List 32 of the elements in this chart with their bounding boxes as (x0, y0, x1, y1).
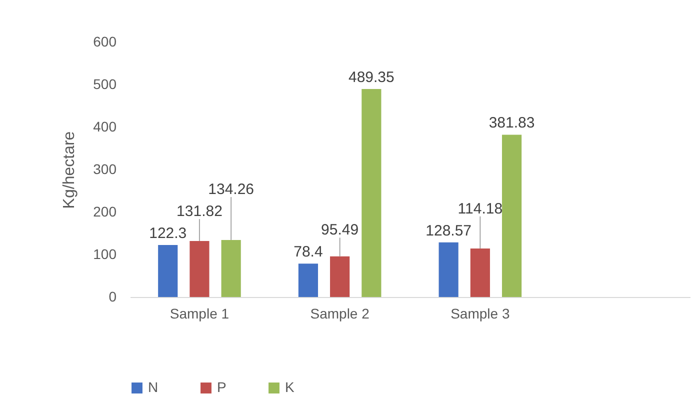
data-label: 381.83 (488, 114, 535, 132)
y-tick-label: 200 (93, 204, 117, 220)
data-label: 134.26 (208, 181, 254, 198)
data-label: 131.82 (176, 203, 222, 220)
data-label: 122.3 (149, 225, 187, 242)
data-label: 489.35 (348, 69, 394, 86)
x-tick-label: Sample 3 (450, 306, 510, 322)
x-tick-label: Sample 2 (310, 306, 370, 322)
bar (362, 89, 382, 297)
bar (330, 256, 350, 297)
data-label: 114.18 (458, 200, 503, 218)
legend-label: P (217, 379, 226, 395)
y-axis-title: Kg/hectare (61, 131, 78, 209)
y-tick-label: 500 (93, 76, 117, 92)
x-tick-label: Sample 1 (170, 306, 230, 322)
bar (158, 245, 178, 297)
data-label: 78.4 (294, 244, 323, 261)
y-tick-label: 100 (93, 246, 117, 262)
legend-label: K (285, 379, 295, 395)
bar (190, 240, 210, 297)
y-tick-label: 300 (93, 161, 117, 177)
legend-label: N (148, 379, 158, 395)
y-tick-label: 600 (93, 34, 117, 50)
data-label: 128.57 (426, 222, 472, 240)
y-tick-label: 0 (108, 288, 117, 304)
data-label: 95.49 (321, 222, 359, 239)
bar (502, 134, 522, 297)
bar (438, 242, 458, 297)
bar (298, 264, 318, 297)
bar (221, 240, 241, 297)
bar (470, 248, 490, 297)
y-tick-label: 400 (93, 118, 117, 134)
